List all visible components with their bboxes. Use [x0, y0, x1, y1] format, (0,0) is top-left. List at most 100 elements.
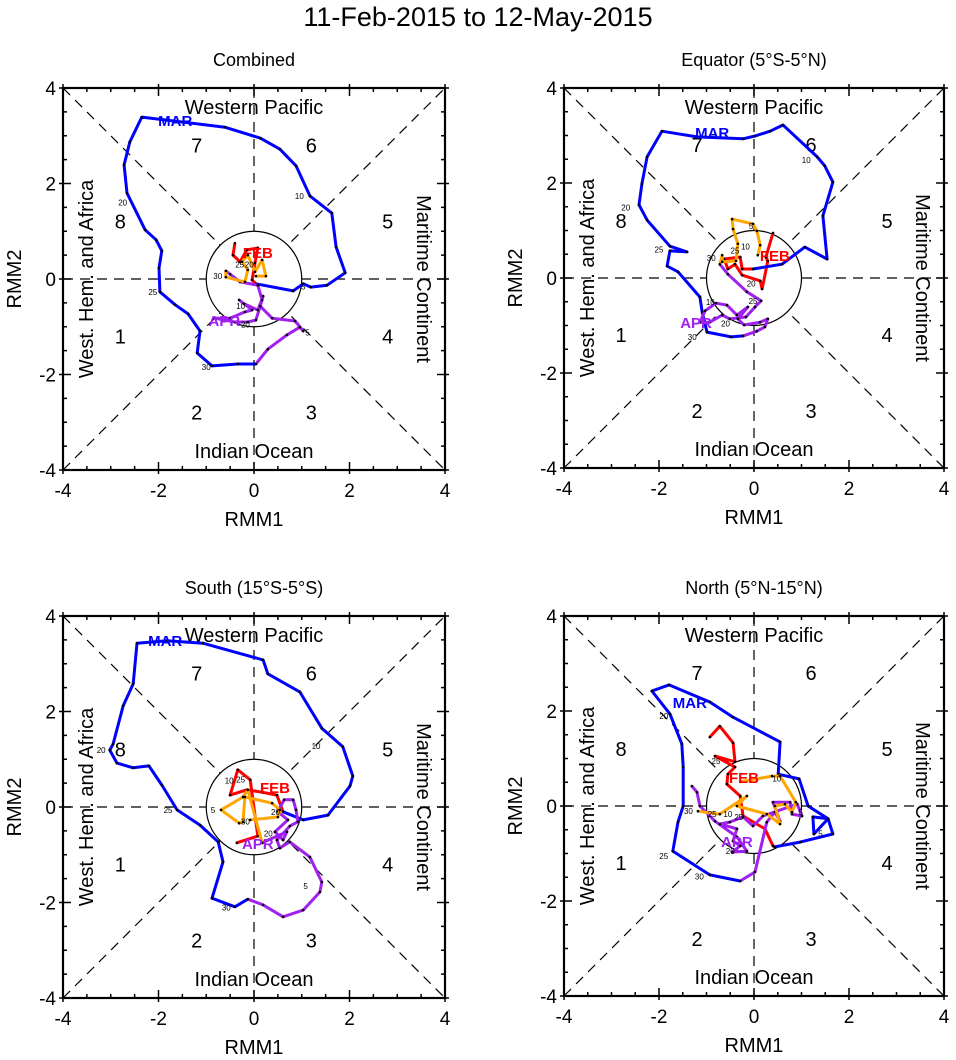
phase-label-4: 4 [382, 854, 393, 876]
day-label: 20 [118, 199, 127, 208]
phase-label-7: 7 [691, 135, 702, 157]
series-point-may [253, 270, 257, 274]
series-point-mar [681, 765, 685, 769]
series-point-may [224, 269, 228, 273]
series-point-may [735, 804, 739, 808]
series-point-apr [278, 846, 282, 850]
x-axis-label: RMM1 [225, 1037, 284, 1059]
series-point-mar [281, 810, 285, 814]
x-tick-label: 0 [749, 1007, 760, 1028]
series-point-mar [236, 362, 240, 366]
series-point-mar [216, 840, 220, 844]
x-tick-label: 4 [939, 479, 950, 500]
series-point-mar [753, 134, 757, 138]
phase-label-8: 8 [615, 739, 626, 761]
phase-label-2: 2 [191, 403, 202, 425]
series-point-apr [771, 800, 775, 804]
series-point-apr [800, 814, 804, 818]
series-point-feb [738, 794, 742, 798]
series-point-mar [173, 303, 177, 307]
month-label-mar: MAR [148, 633, 182, 650]
series-point-feb [256, 246, 260, 250]
region-label-bottom: Indian Ocean [195, 969, 314, 991]
series-point-may [237, 821, 241, 825]
y-tick-label: -2 [540, 364, 557, 385]
phase-divider-diagonal [62, 615, 446, 999]
series-point-feb [740, 267, 744, 271]
month-label-apr: APR [680, 315, 712, 332]
day-label: 5 [301, 283, 306, 292]
series-point-feb [738, 255, 742, 259]
day-label: 5 [818, 830, 823, 839]
x-tick-label: 0 [249, 481, 260, 502]
series-point-may [720, 260, 724, 264]
phase-label-4: 4 [881, 325, 892, 347]
series-point-mar [175, 808, 179, 812]
series-point-mar [768, 129, 772, 133]
series-point-apr [753, 870, 757, 874]
series-point-mar [125, 191, 129, 195]
month-label-apr: APR [721, 834, 753, 851]
series-point-apr [720, 313, 724, 317]
series-point-apr [275, 838, 279, 842]
series-point-feb [256, 834, 260, 838]
series-point-mar [806, 804, 810, 808]
phase-divider-diagonal [563, 615, 945, 997]
series-point-mar [201, 641, 205, 645]
series-point-feb [233, 241, 237, 245]
series-point-mar [351, 774, 355, 778]
series-line-mar [108, 639, 355, 909]
series-point-may [794, 800, 798, 804]
series-point-mar [831, 180, 835, 184]
series-point-mar [668, 244, 672, 248]
series-point-may [224, 275, 228, 279]
y-tick-label: 2 [546, 702, 557, 723]
phase-label-2: 2 [191, 931, 202, 953]
day-label: 30 [695, 872, 704, 881]
series-point-feb [250, 278, 254, 282]
day-label: 30 [684, 807, 693, 816]
day-label: 25 [749, 297, 758, 306]
phase-label-5: 5 [382, 740, 393, 762]
region-label-top: Western Pacific [185, 625, 324, 647]
series-point-mar [258, 136, 262, 140]
series-point-feb [248, 778, 252, 782]
phase-divider-diagonal [62, 87, 446, 471]
series-point-feb [758, 279, 762, 283]
phase-divider-diagonal [563, 615, 945, 997]
month-label-mar: MAR [158, 113, 192, 130]
series-point-feb [731, 741, 735, 745]
series-point-may [270, 801, 274, 805]
phase-divider-diagonal [563, 87, 945, 469]
series-point-may [248, 818, 252, 822]
series-point-feb [771, 231, 775, 235]
series-point-apr [735, 313, 739, 317]
series-point-apr [744, 315, 748, 319]
series-point-mar [665, 264, 669, 268]
day-label: 20 [726, 847, 735, 856]
y-tick-label: -2 [540, 892, 557, 913]
series-point-may [745, 794, 749, 798]
series-point-feb [733, 760, 737, 764]
series-point-apr [258, 304, 262, 308]
series-point-feb [713, 754, 717, 758]
day-label: 25 [712, 757, 721, 766]
series-point-feb [733, 262, 737, 266]
series-point-mar [668, 712, 672, 716]
series-line-mar [637, 123, 835, 339]
series-point-may [730, 217, 734, 221]
day-label: 10 [741, 243, 750, 252]
x-tick-label: 2 [344, 1009, 355, 1030]
y-axis-label: RMM2 [505, 777, 527, 836]
series-point-mar [325, 283, 329, 287]
y-axis-label: RMM2 [4, 778, 26, 837]
series-point-apr [731, 839, 735, 843]
phase-divider-diagonal [563, 87, 945, 469]
series-point-may [790, 810, 794, 814]
day-label: 25 [708, 810, 717, 819]
phase-label-8: 8 [115, 212, 126, 234]
day-label: 20 [97, 746, 106, 755]
series-point-may [718, 262, 722, 266]
x-tick-label: -2 [150, 1009, 167, 1030]
series-point-mar [210, 364, 214, 368]
